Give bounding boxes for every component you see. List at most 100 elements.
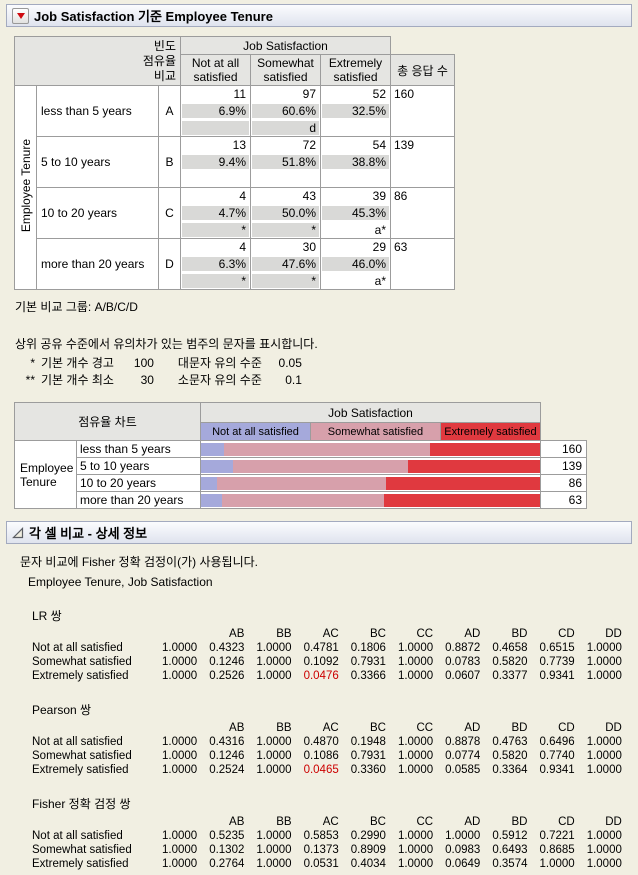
pvalue-cell: 0.1948	[350, 736, 386, 748]
pair-col-header: BC	[369, 628, 386, 640]
pvalue-cell: 1.0000	[397, 670, 434, 682]
bar-segment	[201, 459, 233, 473]
chart-row-label: 10 to 20 years	[76, 474, 201, 492]
disclosure-open-icon[interactable]	[12, 526, 24, 539]
gray-bar: 9.4%	[182, 155, 249, 169]
pvalue-cell: 0.0465	[303, 764, 339, 776]
col-header-somewhat: Somewhat satisfied	[250, 54, 321, 86]
pair-col-header: CD	[558, 816, 575, 828]
gray-bar: 45.3%	[322, 206, 389, 220]
pvalue-cell: 1.0000	[162, 670, 198, 682]
bar-segment	[201, 476, 217, 490]
pvalue-cell: 1.0000	[162, 858, 198, 870]
tenure-label: 5 to 10 years	[36, 136, 159, 188]
group-letter: B	[158, 136, 181, 188]
tenure-row-shares: 4.7% 50.0% 45.3%	[15, 204, 455, 222]
pvalue-cell: 0.7739	[539, 656, 575, 668]
pvalue-cell: 1.0000	[162, 736, 198, 748]
pvalue-cell: 1.0000	[256, 764, 292, 776]
pvalue-cell: 0.8872	[445, 642, 481, 654]
tenure-row-shares: 9.4% 51.8% 38.8%	[15, 153, 455, 171]
significance-note: 상위 공유 수준에서 유의차가 있는 범주의 문자를 표시합니다.	[15, 337, 318, 351]
pvalue-cell: 0.2524	[209, 764, 245, 776]
stacked-bar-cell	[200, 491, 541, 509]
share-chart-table: 점유율 차트 Job Satisfaction Not at all satis…	[14, 402, 587, 509]
contingency-header-row2: Not at all satisfied Somewhat satisfied …	[15, 54, 455, 86]
pvalue-cell: 0.5820	[492, 750, 528, 762]
pairwise-row: Extremely satisfied 1.0000 0.2526 1.0000 0.0…	[32, 669, 622, 683]
gray-bar: 60.6%	[252, 104, 319, 118]
pvalue-cell: 1.0000	[256, 750, 292, 762]
share-cell: 46.0%	[320, 255, 391, 273]
pairwise-row-label: Somewhat satisfied	[32, 750, 132, 762]
compare-cell	[320, 119, 391, 137]
pairwise-row: Not at all satisfied 1.0000 0.4316 1.0000 0.…	[32, 735, 622, 749]
detail-outline-header: 각 셀 비교 - 상세 정보	[6, 521, 632, 544]
pvalue-cell: 1.0000	[256, 642, 292, 654]
pairwise-row-label: Somewhat satisfied	[32, 656, 132, 668]
pairwise-header-row: AB BB AC BC CC AD BD CD DD	[32, 815, 622, 829]
pvalue-cell: 0.5820	[492, 656, 528, 668]
pairwise-row-label: Somewhat satisfied	[32, 844, 132, 856]
pair-col-header: AC	[322, 722, 339, 734]
share-cell: 9.4%	[180, 153, 251, 171]
pair-col-header: CC	[416, 628, 434, 640]
pvalue-cell: 1.0000	[256, 656, 292, 668]
pairwise-title: Pearson 쌍	[32, 703, 92, 717]
pvalue-cell: 0.5853	[303, 830, 339, 842]
pvalue-cell: 1.0000	[256, 736, 292, 748]
pvalue-cell: 0.6493	[492, 844, 528, 856]
pvalue-cell: 1.0000	[397, 844, 434, 856]
marker-label: 기본 개수 경고	[41, 356, 114, 370]
pvalue-cell: 0.9341	[539, 670, 575, 682]
share-header-spacer	[541, 403, 587, 423]
tenure-label: 10 to 20 years	[36, 187, 159, 239]
tenure-label: more than 20 years	[36, 238, 159, 290]
detail-section-title: 각 셀 비교 - 상세 정보	[29, 526, 148, 541]
share-cell: 4.7%	[180, 204, 251, 222]
pvalue-cell: 1.0000	[256, 844, 292, 856]
alpha-value: 0.1	[285, 372, 302, 387]
pair-col-header: AB	[229, 628, 245, 640]
fisher-test-note: 문자 비교에 Fisher 정확 검정이(가) 사용됩니다.	[20, 555, 258, 569]
pvalue-cell: 0.0649	[445, 858, 481, 870]
pvalue-cell: 0.6515	[539, 642, 575, 654]
pairwise-block: LR 쌍 AB BB AC BC CC AD BD CD DD Not at all satisfi…	[32, 607, 632, 683]
compare-cell	[180, 170, 251, 188]
compare-cell: a*	[320, 272, 391, 290]
count-cell: 4	[180, 238, 251, 256]
red-triangle-menu-icon[interactable]	[12, 7, 29, 24]
pair-col-header: BC	[369, 722, 386, 734]
pvalue-cell: 0.0531	[303, 858, 339, 870]
bar-segment	[383, 493, 540, 507]
gray-bar: 47.6%	[252, 257, 319, 271]
pair-col-header: AD	[464, 628, 481, 640]
legend-compare: 비교	[153, 69, 176, 83]
group-letter: C	[158, 187, 181, 239]
alpha-label: 대문자 유의 수준	[177, 356, 262, 370]
compare-cell: a*	[320, 221, 391, 239]
pvalue-cell: 0.1246	[209, 656, 245, 668]
pvalue-cell: 0.0774	[445, 750, 481, 762]
pvalue-cell: 0.4658	[492, 642, 528, 654]
compare-cell: *	[180, 272, 251, 290]
pvalue-cell: 1.0000	[162, 764, 198, 776]
pvalue-cell: 1.0000	[586, 858, 622, 870]
compare-cell: *	[250, 272, 321, 290]
gray-bar: 38.8%	[322, 155, 389, 169]
pvalue-cell: 1.0000	[397, 858, 434, 870]
pvalue-cell: 1.0000	[397, 764, 434, 776]
pairwise-row-label: Extremely satisfied	[32, 764, 129, 776]
tenure-row-shares: 6.9% 60.6% 32.5%	[15, 102, 455, 120]
legend-frequency: 빈도	[153, 39, 176, 53]
pairwise-row: Extremely satisfied 1.0000 0.2764 1.0000 0.0…	[32, 857, 622, 871]
stacked-bar-cell	[200, 457, 541, 475]
pair-col-header: CC	[416, 816, 434, 828]
gray-bar: 6.3%	[182, 257, 249, 271]
stacked-bar	[201, 459, 540, 473]
pvalue-cell: 1.0000	[256, 830, 292, 842]
compare-cell	[180, 119, 251, 137]
col-header-total: 총 응답 수	[390, 54, 455, 86]
pvalue-cell: 0.3360	[350, 764, 386, 776]
